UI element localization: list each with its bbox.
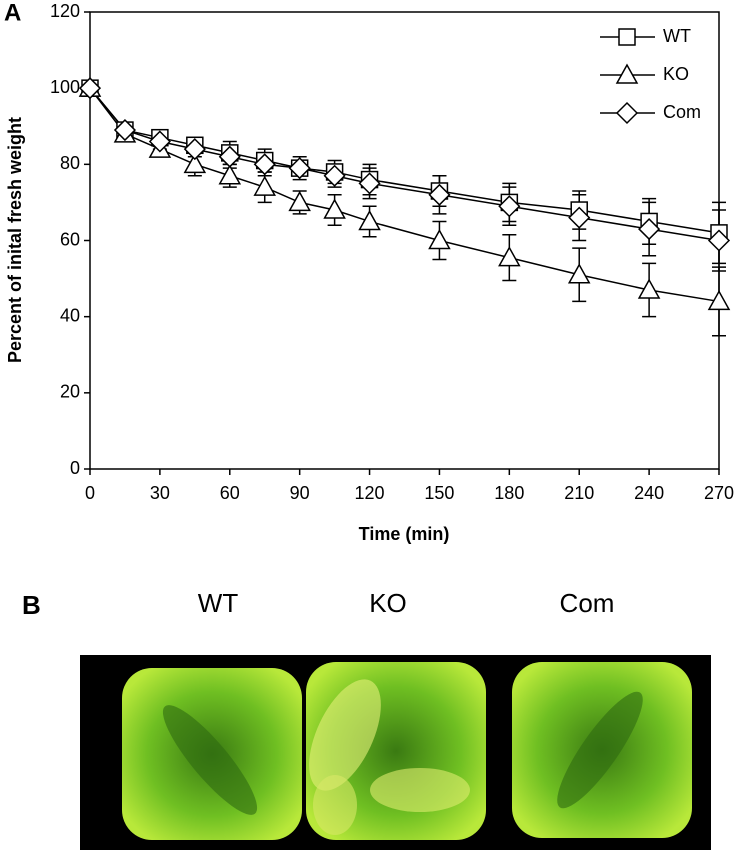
x-tick-label: 60 xyxy=(220,483,240,503)
x-tick-label: 90 xyxy=(290,483,310,503)
x-tick-label: 180 xyxy=(494,483,524,503)
data-point xyxy=(218,164,242,185)
legend-label: Com xyxy=(663,102,701,122)
data-point xyxy=(358,172,381,195)
data-point xyxy=(428,183,451,206)
data-point xyxy=(707,289,731,311)
data-point xyxy=(638,218,661,241)
data-point xyxy=(707,229,731,252)
data-point xyxy=(148,130,171,153)
legend-marker xyxy=(618,28,636,46)
data-point xyxy=(78,77,102,100)
x-tick-label: 120 xyxy=(355,483,385,503)
legend-marker xyxy=(615,63,639,84)
data-point xyxy=(323,198,346,219)
legend-marker xyxy=(615,101,639,125)
y-tick-label: 40 xyxy=(60,305,80,325)
data-point xyxy=(288,190,311,212)
x-tick-label: 240 xyxy=(634,483,664,503)
data-point xyxy=(498,246,521,267)
data-point xyxy=(253,175,276,196)
y-tick-label: 60 xyxy=(60,229,80,249)
legend-label: WT xyxy=(663,26,691,46)
panel-label: A xyxy=(4,0,21,26)
photo-label: Com xyxy=(560,588,615,618)
photo-label: WT xyxy=(198,588,239,618)
x-tick-label: 150 xyxy=(424,483,454,503)
y-tick-label: 80 xyxy=(60,153,80,173)
data-point xyxy=(218,145,241,168)
data-point xyxy=(183,152,207,174)
data-point xyxy=(567,263,591,284)
data-point xyxy=(288,157,311,180)
x-tick-label: 210 xyxy=(564,483,594,503)
y-tick-label: 0 xyxy=(70,458,80,478)
data-point xyxy=(358,209,381,231)
data-point xyxy=(113,118,137,142)
data-point xyxy=(637,278,661,299)
data-point xyxy=(183,138,206,161)
legend-label: KO xyxy=(663,64,689,84)
x-tick-label: 30 xyxy=(150,483,170,503)
data-point xyxy=(498,195,521,218)
y-tick-label: 120 xyxy=(50,1,80,21)
data-point xyxy=(323,164,346,187)
data-point xyxy=(253,153,276,176)
y-axis-label: Percent of inital fresh weight xyxy=(5,117,25,363)
y-tick-label: 100 xyxy=(50,77,80,97)
data-point xyxy=(428,228,451,250)
photo-label: KO xyxy=(369,588,407,618)
data-point xyxy=(568,206,591,229)
photo xyxy=(80,655,711,850)
x-tick-label: 270 xyxy=(704,483,734,503)
y-tick-label: 20 xyxy=(60,382,80,402)
panel-label: B xyxy=(22,590,41,620)
x-axis-label: Time (min) xyxy=(359,524,450,544)
x-tick-label: 0 xyxy=(85,483,95,503)
